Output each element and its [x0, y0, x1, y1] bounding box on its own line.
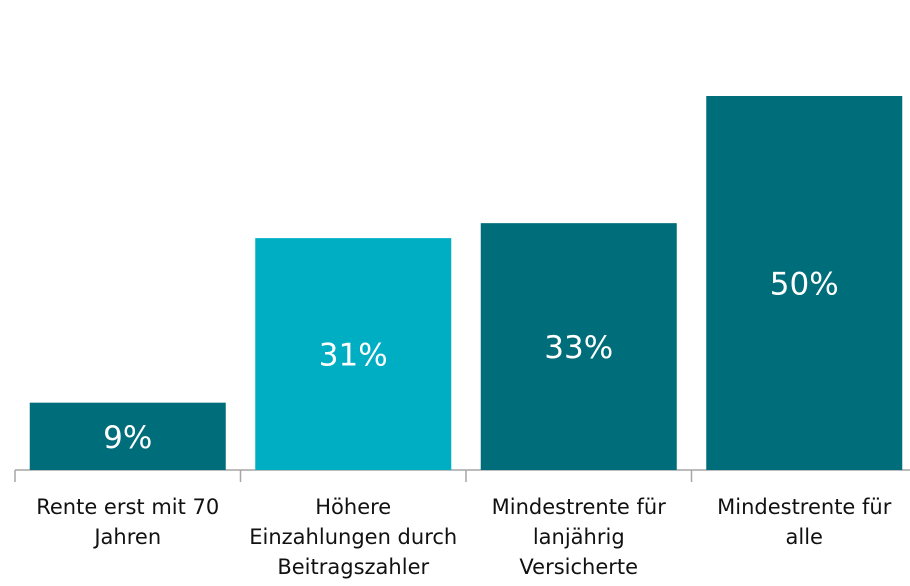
x-tick-label: Mindestrente für lanjährig Versicherte	[491, 495, 666, 579]
value-label: 50%	[770, 267, 839, 303]
value-label: 9%	[103, 420, 152, 456]
bar	[29, 402, 226, 470]
bar	[480, 223, 677, 470]
bar	[706, 96, 903, 470]
x-tick-label: Höhere Einzahlungen durch Beitragszahler	[249, 495, 458, 579]
x-tick-label: Mindestrente für alle	[717, 495, 892, 549]
value-label: 33%	[544, 330, 613, 366]
value-label: 31%	[319, 338, 388, 374]
x-tick-label: Rente erst mit 70 Jahren	[36, 495, 220, 549]
bar	[255, 238, 452, 470]
